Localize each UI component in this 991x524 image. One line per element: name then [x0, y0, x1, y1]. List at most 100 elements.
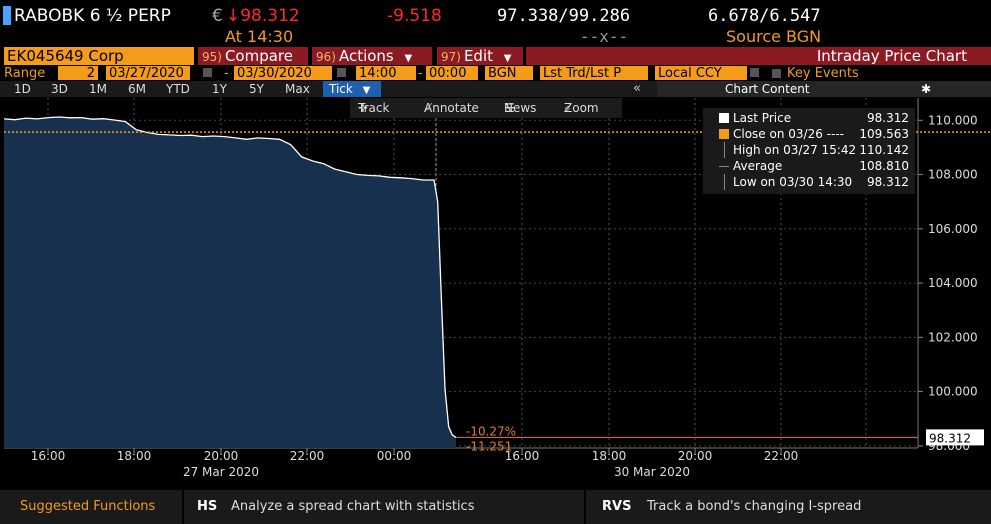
- pencil-icon: ⟋: [424, 101, 433, 115]
- y-tick-label: 102.000: [928, 330, 978, 344]
- chevron-down-icon[interactable]: [750, 68, 759, 77]
- chart-tools: ✛ Track ⟋ Annotate ☰ News ⌕ Zoom: [350, 98, 622, 118]
- x-tick-label: 22:00: [290, 449, 325, 463]
- legend-name: Last Price: [733, 111, 792, 125]
- y-tick-label: 104.000: [928, 276, 978, 290]
- collapse-icon[interactable]: «: [633, 81, 641, 96]
- annotate-label: Annotate: [424, 101, 479, 115]
- chart-content-label: Chart Content: [725, 82, 810, 96]
- track-label: Track: [358, 101, 390, 115]
- legend-name: Average: [733, 159, 783, 173]
- chart-content-panel-header[interactable]: Chart Content ✱: [657, 81, 991, 97]
- news-icon: ☰: [504, 101, 515, 115]
- x-tick-label: 22:00: [764, 449, 799, 463]
- legend-row[interactable]: Close on 03/26 ---- 109.563: [703, 126, 915, 142]
- date-label: 27 Mar 2020: [183, 465, 259, 479]
- news-label: News: [504, 101, 537, 115]
- start-time-input[interactable]: 14:00: [356, 66, 416, 81]
- security-name[interactable]: RABOBK 6 ½ PERP: [14, 6, 171, 26]
- last-price-tag: [926, 429, 984, 446]
- yields: 6.678/6.547: [708, 6, 821, 26]
- divider: [584, 490, 586, 524]
- actions-number: 96): [316, 50, 336, 64]
- actions-button[interactable]: 96) Actions ▼: [312, 47, 432, 65]
- function-code[interactable]: HS: [197, 499, 218, 514]
- x-tick-label: 20:00: [678, 449, 713, 463]
- suggested-functions-bar: Suggested Functions HS Analyze a spread …: [0, 490, 991, 524]
- x-tick-label: 20:00: [204, 449, 239, 463]
- search-icon: ⌕: [564, 101, 571, 115]
- range-bar: Range 2 03/27/2020 - 03/30/2020 14:00 - …: [0, 66, 991, 81]
- legend-value: 98.312: [867, 175, 909, 189]
- edit-label: Edit: [463, 47, 494, 65]
- price-change: -9.518: [387, 6, 442, 26]
- legend-row[interactable]: Last Price 98.312: [703, 110, 915, 126]
- edit-number: 97): [441, 50, 461, 64]
- tab-1y[interactable]: 1Y: [212, 82, 227, 96]
- gear-icon[interactable]: ✱: [920, 82, 931, 96]
- quote-header: RABOBK 6 ½ PERP € ↓98.312 -9.518 97.338/…: [0, 0, 991, 28]
- source-input[interactable]: BGN: [485, 66, 533, 81]
- tab-5y[interactable]: 5Y: [249, 82, 264, 96]
- currency-select[interactable]: Local CCY: [655, 66, 747, 81]
- ticker-field[interactable]: EK045649 Corp: [4, 47, 194, 65]
- chevron-down-icon: ▼: [404, 53, 413, 64]
- chevron-down-icon: ▼: [503, 53, 512, 64]
- quote-subheader: At 14:30 --x-- Source BGN: [0, 28, 991, 46]
- function-description[interactable]: Analyze a spread chart with statistics: [231, 499, 475, 514]
- volume: --x--: [580, 27, 629, 46]
- actions-label: Actions: [338, 47, 394, 65]
- key-events-checkbox[interactable]: [772, 69, 781, 78]
- tab-3d[interactable]: 3D: [51, 82, 68, 96]
- legend-name: Close on 03/26 ----: [733, 127, 844, 141]
- x-tick-label: 18:00: [117, 449, 152, 463]
- function-code[interactable]: RVS: [602, 499, 632, 514]
- tab-1m[interactable]: 1M: [89, 82, 107, 96]
- edit-button[interactable]: 97) Edit ▼: [437, 47, 523, 65]
- legend-swatch: [724, 174, 725, 190]
- y-tick-label: 110.000: [928, 113, 978, 127]
- legend-row[interactable]: High on 03/27 15:42 110.142: [703, 142, 915, 158]
- range-dash: -: [224, 66, 229, 81]
- legend-name: High on 03/27 15:42: [733, 143, 857, 157]
- range-count-input[interactable]: 2: [58, 66, 98, 81]
- legend-swatch: [719, 129, 729, 139]
- legend-value: 109.563: [859, 127, 909, 141]
- function-description[interactable]: Track a bond's changing I-spread: [647, 499, 862, 514]
- field-select[interactable]: Lst Trd/Lst P: [540, 66, 648, 81]
- tab-ytd[interactable]: YTD: [166, 82, 190, 96]
- calendar-icon[interactable]: [203, 68, 212, 77]
- price-source: Source BGN: [726, 27, 822, 46]
- tab-6m[interactable]: 6M: [128, 82, 146, 96]
- legend-swatch: [719, 113, 729, 123]
- tab-1d[interactable]: 1D: [14, 82, 31, 96]
- legend-value: 98.312: [867, 111, 909, 125]
- compare-number: 95): [202, 50, 222, 64]
- last-price: ↓98.312: [226, 6, 300, 26]
- end-date-input[interactable]: 03/30/2020: [234, 66, 332, 81]
- legend-row[interactable]: Average 108.810: [703, 158, 915, 174]
- compare-button[interactable]: 95) Compare: [198, 47, 308, 65]
- security-marker: [3, 6, 11, 25]
- last-price-tag-label: 98.312: [929, 431, 971, 445]
- end-time-input[interactable]: 00:00: [426, 66, 478, 81]
- bid-ask: 97.338/99.286: [497, 6, 631, 26]
- tick-dropdown[interactable]: Tick ▼: [323, 81, 381, 97]
- legend-row[interactable]: Low on 03/30 14:30 98.312: [703, 174, 915, 190]
- legend-swatch: [719, 166, 729, 167]
- y-tick-label: 108.000: [928, 168, 978, 182]
- divider: [182, 490, 184, 524]
- quote-time: At 14:30: [225, 27, 294, 46]
- start-date-input[interactable]: 03/27/2020: [106, 66, 190, 81]
- legend-value: 110.142: [859, 143, 909, 157]
- y-tick-label: 106.000: [928, 222, 978, 236]
- tick-label: Tick: [329, 82, 353, 96]
- tab-max[interactable]: Max: [285, 82, 310, 96]
- suggested-functions-label: Suggested Functions: [20, 499, 156, 514]
- price-chart[interactable]: 110.000 108.000 106.000 104.000 102.000 100.0…: [0, 98, 991, 490]
- calendar-icon[interactable]: [337, 68, 346, 77]
- period-tabs: 1D 3D 1M 6M YTD 1Y 5Y Max Tick ▼ « Chart…: [0, 81, 991, 97]
- legend-swatch: [724, 142, 725, 158]
- zoom-label: Zoom: [564, 101, 599, 115]
- pct-change-label: -10.27%: [466, 424, 516, 438]
